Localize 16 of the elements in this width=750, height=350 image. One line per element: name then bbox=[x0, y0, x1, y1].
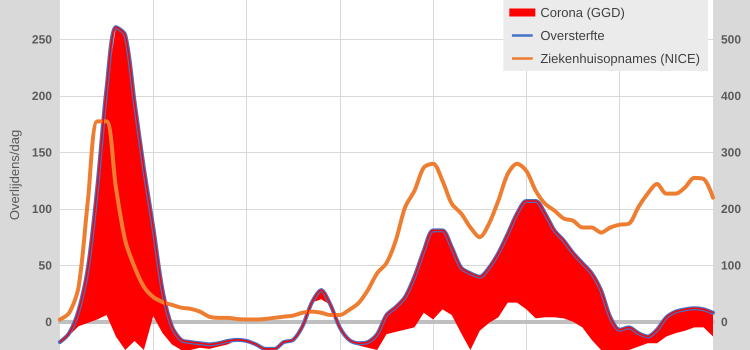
y-tick-label: 100 bbox=[32, 202, 52, 216]
y-axis-title: Overlijdens/dag bbox=[7, 130, 22, 220]
y-tick-label: 250 bbox=[32, 32, 52, 47]
y2-tick-label: 100 bbox=[721, 258, 742, 272]
y-tick-label: 0 bbox=[45, 314, 52, 329]
y-tick-label: 200 bbox=[32, 88, 52, 103]
y2-tick-label: 0 bbox=[721, 314, 728, 329]
legend-label: Ziekenhuisopnames (NICE) bbox=[540, 51, 700, 66]
legend-label: Oversterfte bbox=[540, 28, 605, 43]
y2-tick-label: 200 bbox=[721, 202, 742, 216]
y-tick-label: 50 bbox=[38, 258, 52, 272]
y2-tick-label: 300 bbox=[721, 145, 742, 160]
y2-tick-label: 400 bbox=[721, 88, 742, 103]
y-tick-label: 150 bbox=[32, 145, 52, 160]
legend-label: Corona (GGD) bbox=[540, 5, 625, 20]
y2-tick-label: 500 bbox=[721, 32, 742, 47]
